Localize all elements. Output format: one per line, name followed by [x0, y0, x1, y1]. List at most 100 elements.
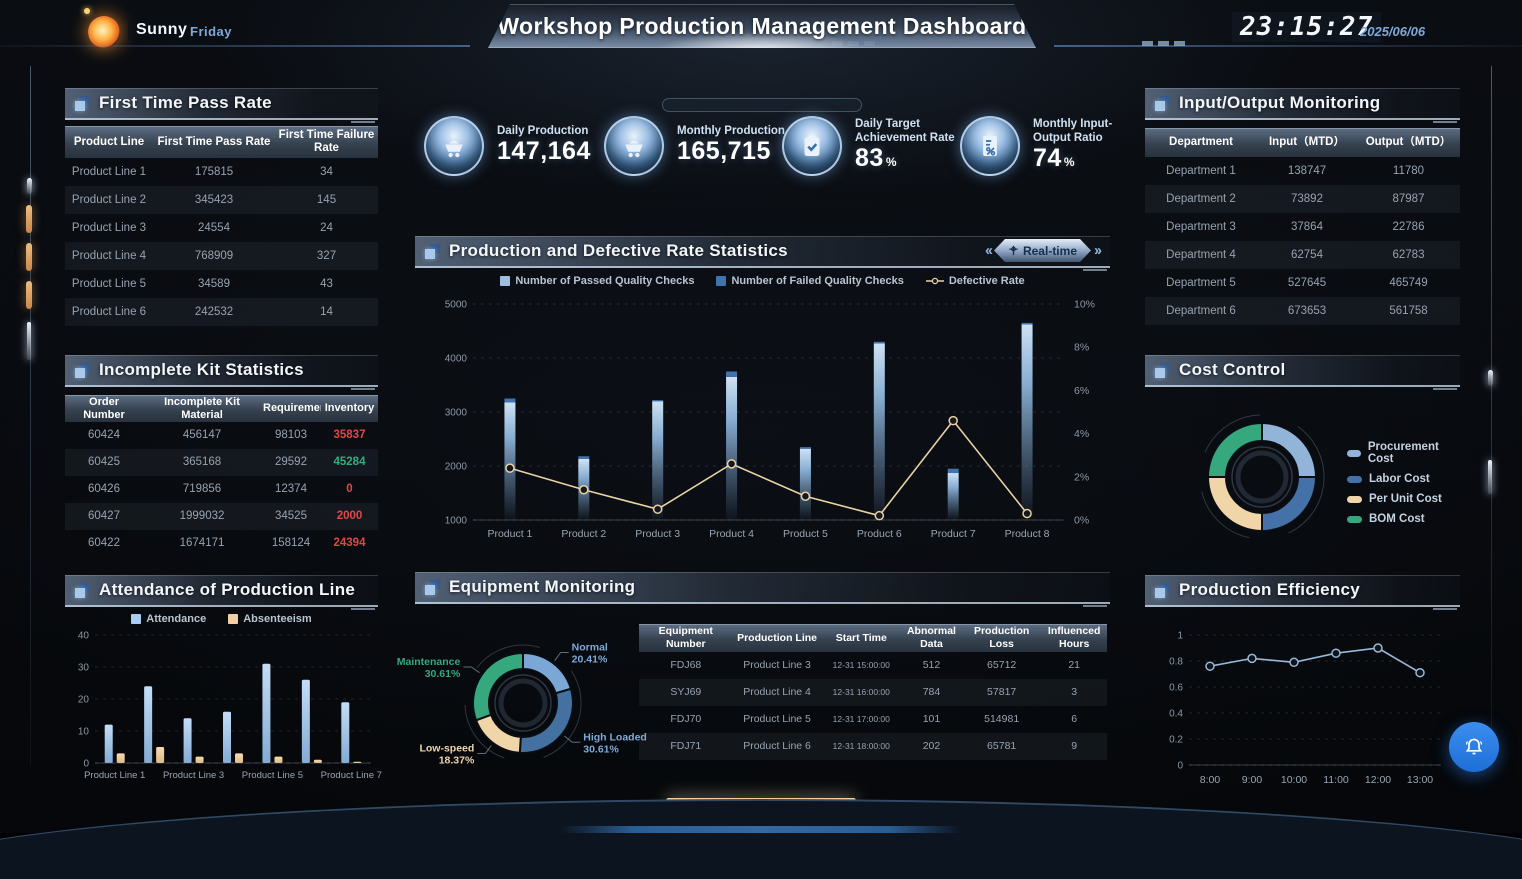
svg-text:10%: 10% [1074, 299, 1095, 311]
legend-item-procurement-cost[interactable]: Procurement Cost [1347, 441, 1460, 465]
legend-item-attendance[interactable]: Attendance [131, 613, 206, 625]
column-header: Start Time [835, 631, 887, 644]
bell-icon [1465, 738, 1483, 755]
bottom-horizon-decoration [0, 799, 1522, 879]
table-cell: 98103 [275, 429, 307, 441]
legend-item-defective-rate[interactable]: Defective Rate [925, 275, 1025, 287]
kpi-monthly-production: Monthly Production 165,715 [604, 116, 785, 176]
legend-label: Labor Cost [1369, 473, 1430, 485]
kpi-label: Monthly Production [677, 124, 785, 137]
realtime-badge[interactable]: ‹‹ Real-time ›› [984, 239, 1102, 262]
svg-text:0.4: 0.4 [1169, 709, 1183, 720]
svg-text:3000: 3000 [445, 408, 468, 419]
table-cell: 62754 [1291, 248, 1323, 261]
table-row: 60422 1674171 158124 24394 [65, 530, 378, 557]
table-cell: 34589 [198, 277, 230, 290]
legend-item-bom-cost[interactable]: BOM Cost [1347, 513, 1460, 525]
table-row: 60427 1999032 34525 2000 [65, 503, 378, 530]
left-frame-glow-2 [27, 322, 31, 360]
table-cell: 12374 [275, 483, 307, 495]
table-row: 60426 719856 12374 0 [65, 476, 378, 503]
svg-text:0%: 0% [1074, 515, 1089, 527]
alarm-button[interactable] [1449, 722, 1499, 772]
kpi-value: 165,715 [677, 136, 785, 169]
bottom-frame-bar [561, 826, 961, 833]
kpi-daily-target-rate: Daily Target Achievement Rate 83% [782, 116, 967, 176]
table-cell: 138747 [1287, 164, 1327, 177]
table-cell: 327 [316, 249, 337, 262]
svg-text:0: 0 [1177, 761, 1183, 772]
column-header: Inventory [324, 402, 375, 414]
legend-item-labor-cost[interactable]: Labor Cost [1347, 473, 1460, 485]
svg-text:0.2: 0.2 [1169, 735, 1183, 746]
svg-text:Product Line 3: Product Line 3 [163, 770, 224, 781]
table-cell: 673653 [1287, 304, 1327, 317]
svg-text:5000: 5000 [445, 300, 468, 311]
weather-label: Sunny [128, 19, 196, 41]
svg-text:Product 3: Product 3 [635, 528, 680, 540]
legend-swatch [228, 614, 239, 624]
table-cell: FDJ70 [670, 713, 702, 725]
table-cell: 527645 [1287, 276, 1327, 289]
svg-text:30: 30 [78, 663, 90, 674]
panel-cost-control: Cost Control Procurement Cost Labor Cost… [1145, 355, 1460, 560]
cost-control-donut-chart [1199, 414, 1325, 540]
legend-label: Number of Failed Quality Checks [731, 275, 904, 287]
legend-label: Defective Rate [948, 275, 1025, 287]
table-cell: 2000 [336, 510, 363, 522]
kpi-label: Monthly Input-Output Ratio [1033, 117, 1113, 144]
table-header-row: Product Line First Time Pass Rate First Ti… [65, 126, 378, 158]
column-header: First Time Pass Rate [157, 135, 271, 148]
table-cell: 11780 [1392, 164, 1425, 177]
column-header: Influenced Hours [1047, 625, 1101, 650]
svg-text:2%: 2% [1074, 471, 1089, 483]
kpi-value-number: 165,715 [677, 136, 771, 165]
panel-header: Production and Defective Rate Statistics… [415, 236, 1110, 271]
svg-text:1000: 1000 [445, 516, 468, 527]
kpi-value-number: 147,164 [497, 136, 591, 165]
table-cell: 14 [320, 305, 333, 318]
table-cell: 62783 [1392, 248, 1425, 261]
panel-title-icon [1155, 362, 1170, 378]
panel-first-time-pass-rate: First Time Pass Rate Product Line First T… [65, 88, 378, 340]
column-header: Department [1169, 136, 1233, 148]
svg-text:40: 40 [78, 631, 90, 642]
right-frame-glow-2 [1488, 460, 1492, 494]
dashboard-title-band: Workshop Production Management Dashboard [488, 4, 1036, 48]
legend-item-passed[interactable]: Number of Passed Quality Checks [500, 275, 694, 287]
attendance-chart-legend: Attendance Absenteeism [65, 613, 378, 625]
legend-label: Attendance [146, 613, 207, 625]
table-row: FDJ70 Product Line 5 12-31 17:00:00 101 5149… [639, 706, 1107, 733]
chevron-right-icon: ›› [1094, 241, 1102, 259]
legend-item-per-unit-cost[interactable]: Per Unit Cost [1347, 493, 1460, 505]
table-cell: 60422 [88, 537, 120, 549]
left-frame-orange-2 [26, 243, 32, 271]
table-cell: 60427 [88, 510, 120, 522]
table-cell: 21 [1068, 659, 1081, 671]
legend-label: Procurement Cost [1367, 441, 1439, 465]
table-cell: 242532 [194, 305, 234, 318]
table-cell: Product Line 3 [71, 221, 147, 234]
svg-text:2000: 2000 [445, 462, 468, 473]
legend-item-absenteeism[interactable]: Absenteeism [228, 613, 312, 625]
chevron-left-icon: ‹‹ [984, 241, 993, 259]
panel-title: Production and Defective Rate Statistics [449, 241, 788, 260]
column-header: Production Line [737, 631, 817, 644]
table-header-row: Equipment Number Production Line Start Tim… [639, 624, 1107, 652]
table-cell: 158124 [271, 537, 311, 549]
table-cell: 0 [346, 483, 353, 495]
page-title: Workshop Production Management Dashboard [497, 12, 1027, 39]
legend-swatch [1347, 515, 1362, 523]
table-cell: Department 5 [1166, 276, 1236, 289]
table-cell: 12-31 16:00:00 [832, 687, 890, 697]
column-header: Product Line [73, 135, 145, 148]
table-cell: Product Line 1 [71, 165, 147, 178]
panel-title: Attendance of Production Line [99, 580, 356, 599]
column-header: Incomplete Kit Material [164, 395, 240, 421]
table-header-row: Department Input（MTD） Output（MTD） [1145, 128, 1460, 157]
top-header: Sunny Friday Workshop Production Managem… [0, 0, 1522, 56]
legend-item-failed[interactable]: Number of Failed Quality Checks [716, 275, 904, 287]
